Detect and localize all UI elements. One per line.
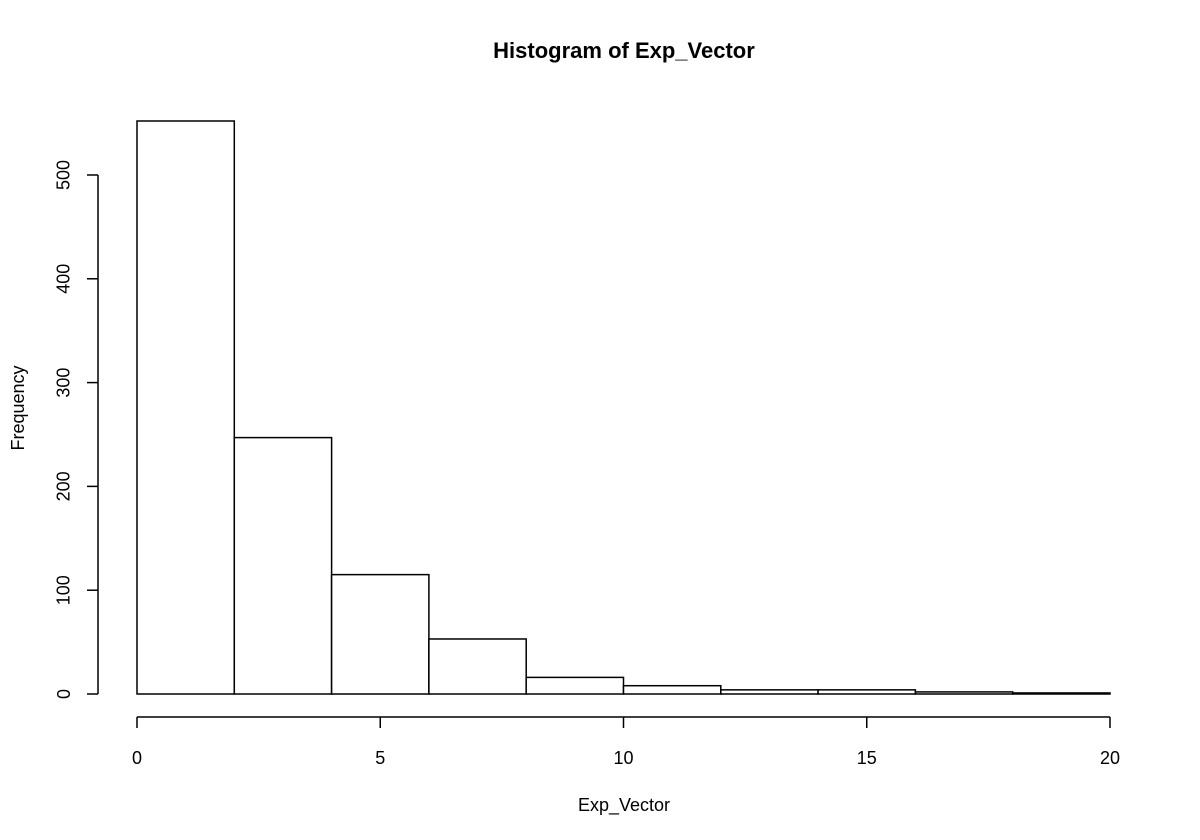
- histogram-bar: [330, 573, 430, 695]
- histogram-bar: [525, 676, 625, 695]
- y-axis-tick-label: 300: [54, 368, 74, 398]
- x-axis-tick-label: 5: [375, 748, 385, 768]
- y-axis-tick-label: 500: [54, 160, 74, 190]
- x-axis-label: Exp_Vector: [578, 795, 670, 816]
- histogram-bar: [720, 689, 819, 695]
- bars-layer: [136, 120, 1111, 695]
- histogram-bar: [428, 638, 527, 695]
- y-axis-tick-label: 0: [54, 689, 74, 699]
- x-axis: 0 5 10 15 20: [132, 716, 1120, 768]
- x-axis-tick-label: 20: [1100, 748, 1120, 768]
- histogram-bar: [136, 120, 236, 695]
- histogram-bar: [622, 684, 722, 695]
- histogram-bar: [233, 436, 333, 695]
- histogram-bar: [817, 689, 917, 695]
- y-axis-label: Frequency: [8, 365, 28, 450]
- y-axis: 0 100 200 300 400 500: [54, 160, 99, 699]
- histogram-bar: [1011, 692, 1111, 695]
- chart-title: Histogram of Exp_Vector: [493, 38, 755, 63]
- x-axis-tick-label: 0: [132, 748, 142, 768]
- y-axis-tick-label: 200: [54, 471, 74, 501]
- histogram-bar: [914, 691, 1014, 695]
- x-axis-tick-label: 10: [613, 748, 633, 768]
- y-axis-tick-label: 400: [54, 264, 74, 294]
- y-axis-tick-label: 100: [54, 575, 74, 605]
- x-axis-tick-label: 15: [857, 748, 877, 768]
